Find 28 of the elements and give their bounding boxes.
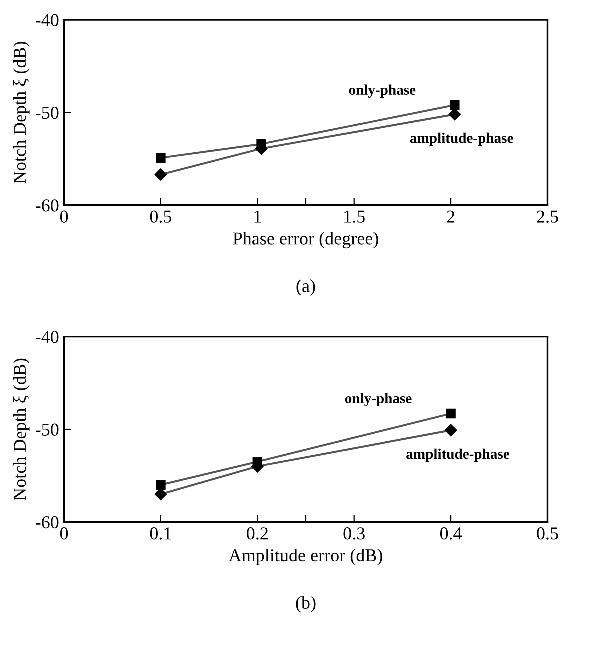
x-tick-label: 0 xyxy=(60,528,68,540)
x-tick-label: 0.2 xyxy=(247,528,268,540)
x-tick-label: 0 xyxy=(60,210,68,223)
series-label: only-phase xyxy=(345,393,412,406)
x-tick-label: 0.3 xyxy=(344,528,365,540)
text: (a) xyxy=(296,279,316,296)
x-tick-label: 0.4 xyxy=(440,528,462,540)
x-axis-title: Amplitude error (dB) xyxy=(228,548,382,566)
x-tick-label: 0.1 xyxy=(150,528,172,540)
series-label: amplitude-phase xyxy=(406,448,510,462)
x-axis-title: Phase error (degree) xyxy=(233,232,378,249)
y-tick-label: -60 xyxy=(36,516,59,529)
x-tick-label: 0.5 xyxy=(150,210,172,223)
y-tick-label: -50 xyxy=(36,424,59,436)
x-tick-label: 1 xyxy=(254,210,262,223)
y-axis-title: Notch Depth ξ (dB) xyxy=(13,358,30,500)
x-tick-label: 1.5 xyxy=(344,210,365,223)
y-tick-label: -40 xyxy=(36,331,59,344)
x-tick-label: 2 xyxy=(447,210,455,223)
y-tick-label: -50 xyxy=(36,106,59,120)
x-tick-label: 0.5 xyxy=(537,528,558,540)
text: (b) xyxy=(296,596,316,613)
y-tick-label: -40 xyxy=(36,14,59,26)
y-axis-title: Notch Depth ξ (dB) xyxy=(13,42,30,184)
x-tick-label: 2.5 xyxy=(537,210,558,223)
y-tick-label: -60 xyxy=(36,200,59,212)
series-label: amplitude-phase xyxy=(410,132,514,146)
series-label: only-phase xyxy=(349,84,416,98)
